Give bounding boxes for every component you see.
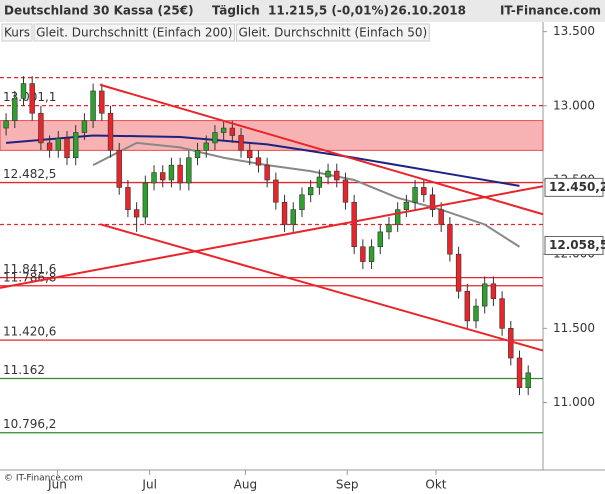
candle-body: [290, 209, 296, 225]
candle-body: [473, 305, 479, 322]
y-tick-label: 13.500: [553, 24, 595, 38]
date: 26.10.2018: [390, 4, 466, 18]
candle-body: [20, 83, 27, 99]
candle-body: [133, 209, 140, 218]
candle-body: [412, 187, 418, 203]
header-bar: [0, 0, 605, 22]
candle-body: [377, 231, 383, 248]
candle-body: [177, 164, 183, 184]
candle-body: [394, 209, 401, 225]
candle-body: [29, 83, 35, 114]
candle-body: [203, 142, 209, 151]
moving-average: [6, 134, 520, 187]
price-marker: [544, 177, 604, 197]
candle-body: [125, 187, 131, 210]
candle-body: [194, 150, 201, 159]
x-tick-label: Sep: [336, 478, 359, 492]
candle-body: [438, 209, 444, 225]
candle-body: [273, 179, 279, 203]
price-marker-label: 12.058,5: [549, 238, 605, 252]
candle-body: [325, 170, 331, 178]
candle-body: [429, 194, 436, 210]
interval: Täglich: [212, 4, 260, 18]
x-tick-label: Jul: [141, 478, 156, 492]
candle-body: [220, 127, 227, 133]
legend-box: [235, 23, 430, 42]
candle-body: [12, 98, 18, 121]
y-tick-label: 11.000: [553, 395, 595, 409]
level-label: 11.420,6: [3, 325, 56, 339]
candle-body: [307, 187, 314, 196]
x-tick-label: Aug: [234, 478, 257, 492]
legend-entry: Gleit. Durchschnitt (Einfach 200): [36, 26, 232, 40]
candle-body: [482, 283, 488, 307]
candle-body: [247, 150, 253, 159]
candle-body: [3, 120, 9, 129]
level-label: 11.162: [3, 363, 45, 377]
candle-body: [299, 194, 305, 210]
candle-body: [334, 170, 340, 181]
candle-body: [255, 157, 262, 166]
candle-body: [508, 328, 514, 359]
x-tick-label: Jun: [47, 478, 67, 492]
level-label: 12.482,5: [3, 167, 56, 181]
price-marker: [544, 235, 604, 255]
title: Deutschland 30 Kassa (25€): [4, 4, 194, 18]
candle-body: [455, 253, 462, 292]
legend-entry: Kurs: [4, 26, 30, 40]
candle-body: [386, 224, 392, 233]
candle-body: [499, 298, 505, 329]
y-tick-label: 13.000: [553, 98, 595, 112]
candle-body: [229, 127, 236, 136]
trendline: [0, 185, 544, 289]
candle-body: [151, 172, 157, 184]
level-label: 10.796,2: [3, 417, 56, 431]
moving-average: [92, 141, 521, 248]
candle-body: [142, 182, 149, 218]
candle-body: [160, 172, 166, 181]
candle-body: [212, 132, 218, 144]
candle-body: [516, 357, 523, 388]
candle-body: [464, 290, 470, 322]
candle-body: [360, 246, 366, 262]
candle-body: [525, 372, 531, 388]
price-marker-label: 12.450,2: [549, 180, 605, 194]
brand: IT-Finance.com: [500, 4, 601, 18]
candle-body: [90, 90, 96, 121]
x-tick-label: Okt: [425, 478, 446, 492]
candle-body: [264, 164, 270, 181]
last-price: 11.215,5 (-0,01%): [268, 4, 389, 18]
candle-body: [186, 157, 192, 184]
candle-body: [73, 132, 79, 159]
candle-body: [351, 201, 357, 248]
candle-body: [316, 176, 323, 188]
candle-body: [447, 224, 453, 255]
candle-body: [281, 201, 288, 225]
trendline: [99, 223, 544, 352]
level-label: 11.841,6: [3, 262, 56, 276]
legend-box: [33, 23, 235, 42]
candle-body: [490, 283, 497, 299]
candle-body: [421, 187, 427, 196]
candle-body: [238, 135, 244, 151]
candle-body: [99, 90, 105, 114]
candle-body: [81, 120, 88, 133]
trendline: [99, 83, 544, 216]
legend-box: [1, 23, 33, 42]
candle-body: [342, 179, 349, 203]
candle-body: [64, 138, 70, 159]
legend-entry: Gleit. Durchschnitt (Einfach 50): [238, 26, 427, 40]
candle-body: [116, 150, 122, 188]
candle-body: [55, 138, 61, 151]
footer: © IT-Finance.com: [4, 474, 83, 484]
candle-body: [403, 201, 410, 210]
y-tick-label: 11.500: [553, 321, 595, 335]
candle-body: [38, 112, 44, 144]
candle-body: [46, 142, 53, 151]
candle-body: [107, 112, 114, 151]
candle-body: [368, 246, 375, 262]
candle-body: [168, 164, 175, 181]
